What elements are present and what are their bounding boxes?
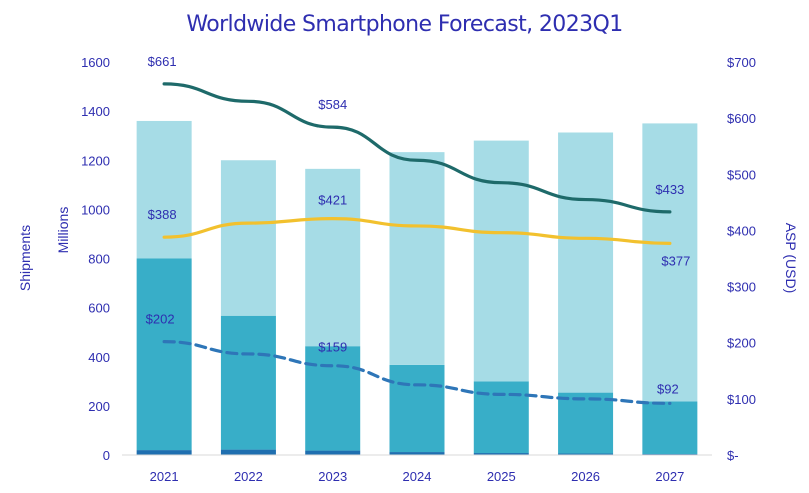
y-right-tick-label: $700	[727, 55, 756, 70]
chart-title: Worldwide Smartphone Forecast, 2023Q1	[186, 12, 623, 37]
data-label-2-2: $159	[318, 340, 347, 355]
y-left-tick-label: 600	[88, 301, 110, 316]
y-left-tick-label: 1400	[81, 104, 110, 119]
y-left-tick-label: 400	[88, 350, 110, 365]
bar-segment-2023-1	[305, 346, 361, 451]
y-right-tick-label: $300	[727, 280, 756, 295]
bar-segment-2026-1	[558, 392, 614, 454]
bar-segment-2024-2	[389, 152, 445, 365]
y-left-tick-label: 200	[88, 399, 110, 414]
bar-segment-2022-1	[220, 315, 276, 450]
x-tick-label-2024: 2024	[403, 469, 432, 484]
bar-segment-2026-2	[558, 132, 614, 393]
y-right-tick-label: $200	[727, 336, 756, 351]
bar-segment-2025-2	[473, 140, 529, 382]
y-left-tick-label: 1000	[81, 202, 110, 217]
bar-segment-2023-0	[305, 450, 361, 455]
x-tick-label-2023: 2023	[318, 469, 347, 484]
data-label-0-0: $661	[148, 54, 177, 69]
data-label-1-6: $377	[661, 253, 690, 268]
data-label-2-0: $202	[146, 312, 175, 327]
data-label-1-0: $388	[148, 207, 177, 222]
data-label-2-6: $92	[657, 381, 679, 396]
line-series-2	[162, 339, 672, 405]
x-tick-label-2022: 2022	[234, 469, 263, 484]
y-left-tick-label: 800	[88, 252, 110, 267]
y-left-tick-label: 1600	[81, 55, 110, 70]
line-series-0	[162, 82, 672, 214]
y-right-tick-label: $-	[727, 448, 739, 463]
y-right-tick-label: $100	[727, 392, 756, 407]
x-tick-label-2025: 2025	[487, 469, 516, 484]
data-label-0-2: $584	[318, 97, 347, 112]
bar-segment-2022-2	[220, 160, 276, 316]
bar-segment-2024-0	[389, 452, 445, 455]
x-tick-label-2021: 2021	[150, 469, 179, 484]
y-left-title-shipments: Shipments	[17, 225, 33, 291]
bar-segment-2027-2	[642, 123, 698, 402]
bar-segment-2022-0	[220, 449, 276, 455]
y-right-tick-label: $600	[727, 111, 756, 126]
y-left-tick-label: 1200	[81, 153, 110, 168]
data-label-1-2: $421	[318, 193, 347, 208]
bar-segment-2024-1	[389, 364, 445, 453]
bar-segment-2026-0	[558, 453, 614, 455]
data-label-0-6: $433	[655, 182, 684, 197]
bar-segment-2025-0	[473, 453, 529, 455]
bar-segment-2027-1	[642, 401, 698, 455]
y-left-title-millions: Millions	[55, 207, 71, 254]
bar-segment-2021-0	[136, 450, 192, 455]
y-right-tick-label: $500	[727, 167, 756, 182]
bar-segment-2023-2	[305, 168, 361, 347]
y-left-tick-label: 0	[103, 448, 110, 463]
y-right-title: ASP (USD)	[783, 223, 799, 294]
x-tick-label-2027: 2027	[655, 469, 684, 484]
y-right-tick-label: $400	[727, 223, 756, 238]
x-tick-label-2026: 2026	[571, 469, 600, 484]
line-series-1	[162, 217, 672, 245]
bar-segment-2021-1	[136, 258, 192, 451]
